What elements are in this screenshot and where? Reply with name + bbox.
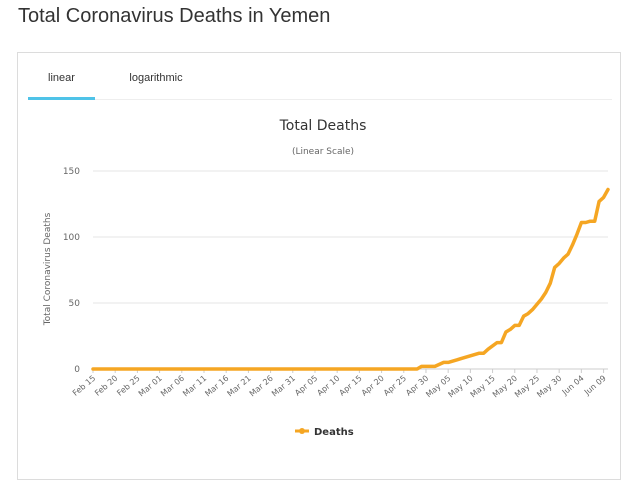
legend[interactable]: Deaths — [295, 427, 354, 438]
deaths-chart: Total Deaths (Linear Scale) Total Corona… — [43, 118, 610, 438]
tab-linear[interactable]: linear — [28, 67, 95, 100]
chart-subtitle: (Linear Scale) — [292, 147, 354, 157]
x-tick-label: Feb 15 — [71, 374, 97, 398]
x-tick-label: Mar 16 — [203, 374, 230, 399]
x-tick-label: May 30 — [535, 374, 563, 400]
page-title: Total Coronavirus Deaths in Yemen — [18, 5, 331, 27]
x-tick-label: Feb 25 — [115, 374, 141, 398]
x-tick-label: Mar 06 — [159, 374, 186, 399]
chart-title: Total Deaths — [279, 118, 367, 134]
x-tick-label: Apr 15 — [338, 374, 364, 398]
x-tick-label: Apr 10 — [315, 374, 341, 398]
grid-lines — [93, 170, 608, 370]
x-tick-label: Apr 05 — [293, 374, 319, 398]
legend-deaths-label: Deaths — [314, 427, 354, 438]
scale-tabs: linear logarithmic — [28, 67, 612, 100]
series-deaths — [91, 187, 610, 371]
x-tick-label: Feb 20 — [93, 374, 119, 398]
tab-logarithmic[interactable]: logarithmic — [129, 72, 183, 84]
x-tick-label: Apr 20 — [360, 374, 386, 398]
x-tick-label: Mar 01 — [137, 374, 164, 399]
chart-card: linear logarithmic Total Deaths (Linear … — [17, 52, 621, 480]
x-tick-label: Jun 09 — [582, 374, 608, 398]
legend-deaths-marker — [299, 428, 305, 434]
y-tick-label: 0 — [74, 365, 80, 375]
y-tick-label: 150 — [63, 167, 80, 177]
x-tick-label: Mar 21 — [226, 374, 253, 399]
y-tick-labels: 0 50 100 150 — [63, 167, 80, 375]
y-axis-label: Total Coronavirus Deaths — [43, 212, 53, 326]
y-tick-label: 100 — [63, 233, 80, 243]
series-line-deaths[interactable] — [91, 187, 610, 371]
y-tick-label: 50 — [69, 299, 81, 309]
x-tick-label: Jun 04 — [560, 374, 586, 398]
x-tick-label: Mar 31 — [270, 374, 297, 399]
x-tick-label: Mar 26 — [248, 374, 275, 399]
x-tick-label: Apr 25 — [382, 374, 408, 398]
x-tick-label: Mar 11 — [181, 374, 208, 399]
